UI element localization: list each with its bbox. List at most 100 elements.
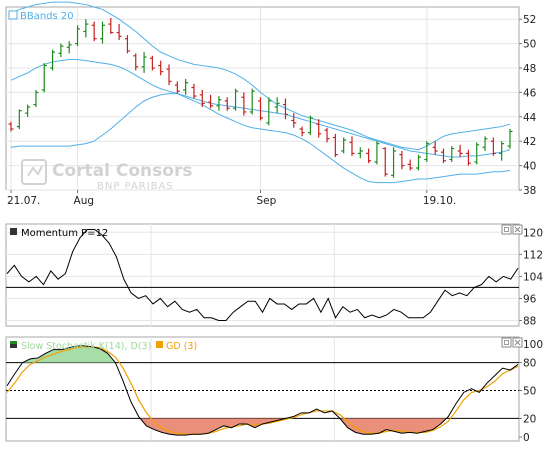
candle — [241, 92, 247, 116]
candle — [91, 21, 97, 42]
candle — [449, 146, 455, 162]
candle — [25, 104, 31, 117]
detach-icon[interactable] — [501, 224, 512, 235]
cortal-logo-mark-icon — [27, 165, 43, 177]
candle — [191, 83, 197, 99]
candle — [266, 97, 272, 126]
x-tick-label: 19.10. — [423, 195, 456, 207]
x-tick-label: Sep — [257, 195, 277, 207]
y-tick-label: 80 — [523, 358, 536, 370]
candle — [66, 41, 72, 54]
candle — [108, 17, 114, 34]
candle — [507, 129, 513, 149]
y-tick-label: 42 — [523, 136, 536, 148]
momentum-plot-frame — [5, 223, 520, 327]
candle — [224, 97, 230, 111]
watermark-brand: Cortal Consors — [52, 161, 192, 181]
candle — [499, 141, 505, 161]
stoch-k-line — [6, 345, 519, 436]
candle — [16, 109, 22, 129]
stoch-k-legend-label: Slow Stochastik K(14), D(3) — [21, 341, 151, 352]
stochastic-detach-button[interactable] — [501, 337, 512, 348]
momentum-close-button[interactable] — [512, 224, 523, 235]
y-tick-label: 100 — [523, 339, 543, 351]
stochastic-panel: 0 20 50 80 100 Slow Stochastik K(14), D(3) G… — [5, 336, 543, 444]
stoch-d-legend-swatch — [156, 341, 163, 348]
candle — [183, 78, 189, 95]
price-x-ticks: 21.07. Aug Sep 19.10. — [7, 190, 456, 207]
candle — [382, 147, 388, 177]
y-tick-label: 0 — [523, 432, 530, 444]
candle — [399, 150, 405, 170]
candle — [75, 25, 81, 47]
y-tick-label: 52 — [523, 14, 536, 26]
y-tick-label: 20 — [523, 413, 536, 425]
candle — [299, 126, 305, 137]
candle — [432, 141, 438, 155]
candle — [216, 96, 222, 111]
momentum-detach-button[interactable] — [501, 224, 512, 235]
candle — [324, 127, 330, 143]
candle — [407, 159, 413, 171]
candle — [83, 19, 89, 38]
y-tick-label: 50 — [523, 386, 536, 398]
stoch-k-legend-swatch — [10, 341, 17, 348]
candlesticks — [8, 17, 513, 178]
stochastic-y-ticks: 0 20 50 80 100 — [519, 339, 543, 444]
y-tick-label: 120 — [523, 227, 543, 239]
stochastic-close-button[interactable] — [512, 337, 523, 348]
candle — [282, 98, 288, 120]
stochastic-series — [6, 345, 519, 436]
candle — [141, 52, 147, 73]
y-tick-label: 40 — [523, 161, 536, 173]
candle — [8, 121, 14, 132]
momentum-grid — [6, 224, 519, 326]
price-title: BBands 20 — [20, 11, 74, 22]
oversold-fill — [140, 418, 447, 436]
candle — [465, 149, 471, 166]
momentum-panel: 88 96 104 112 120 Momentum P=12 — [5, 223, 543, 327]
y-tick-label: 46 — [523, 87, 537, 99]
y-tick-label: 96 — [523, 293, 537, 305]
y-tick-label: 48 — [523, 63, 536, 75]
price-panel: Cortal Consors BNP PARIBAS 38 40 42 44 46 48 5… — [5, 1, 537, 207]
candle — [124, 35, 130, 54]
candle — [316, 119, 322, 138]
candle — [258, 97, 263, 121]
candle — [416, 154, 422, 171]
momentum-line — [6, 229, 519, 321]
y-tick-label: 112 — [523, 249, 543, 261]
y-tick-label: 44 — [523, 112, 537, 124]
candle — [41, 63, 47, 93]
watermark: Cortal Consors BNP PARIBAS — [21, 159, 192, 192]
momentum-legend-swatch — [10, 228, 17, 235]
x-tick-label: 21.07. — [7, 195, 40, 207]
detach-icon[interactable] — [501, 337, 512, 348]
candle — [291, 113, 297, 128]
momentum-series — [6, 229, 519, 321]
candle — [391, 147, 397, 178]
candle — [233, 88, 239, 111]
price-plot-frame — [5, 6, 520, 191]
y-tick-label: 38 — [523, 185, 536, 197]
candle — [274, 97, 280, 114]
watermark-sub: BNP PARIBAS — [97, 181, 174, 192]
candle — [482, 136, 488, 151]
momentum-y-ticks: 88 96 104 112 120 — [519, 227, 543, 327]
candle — [357, 147, 363, 159]
candle — [174, 81, 180, 94]
bband-lower — [10, 93, 511, 184]
candle — [440, 148, 446, 164]
candle — [490, 137, 496, 156]
x-tick-label: Aug — [74, 195, 95, 207]
candle — [474, 142, 480, 165]
candle — [249, 88, 255, 115]
overbought-fill — [22, 345, 116, 363]
momentum-title: Momentum P=12 — [21, 228, 108, 239]
candle — [149, 55, 155, 71]
y-tick-label: 88 — [523, 315, 536, 327]
bbands-legend-swatch — [8, 10, 18, 20]
y-tick-label: 104 — [523, 271, 543, 283]
